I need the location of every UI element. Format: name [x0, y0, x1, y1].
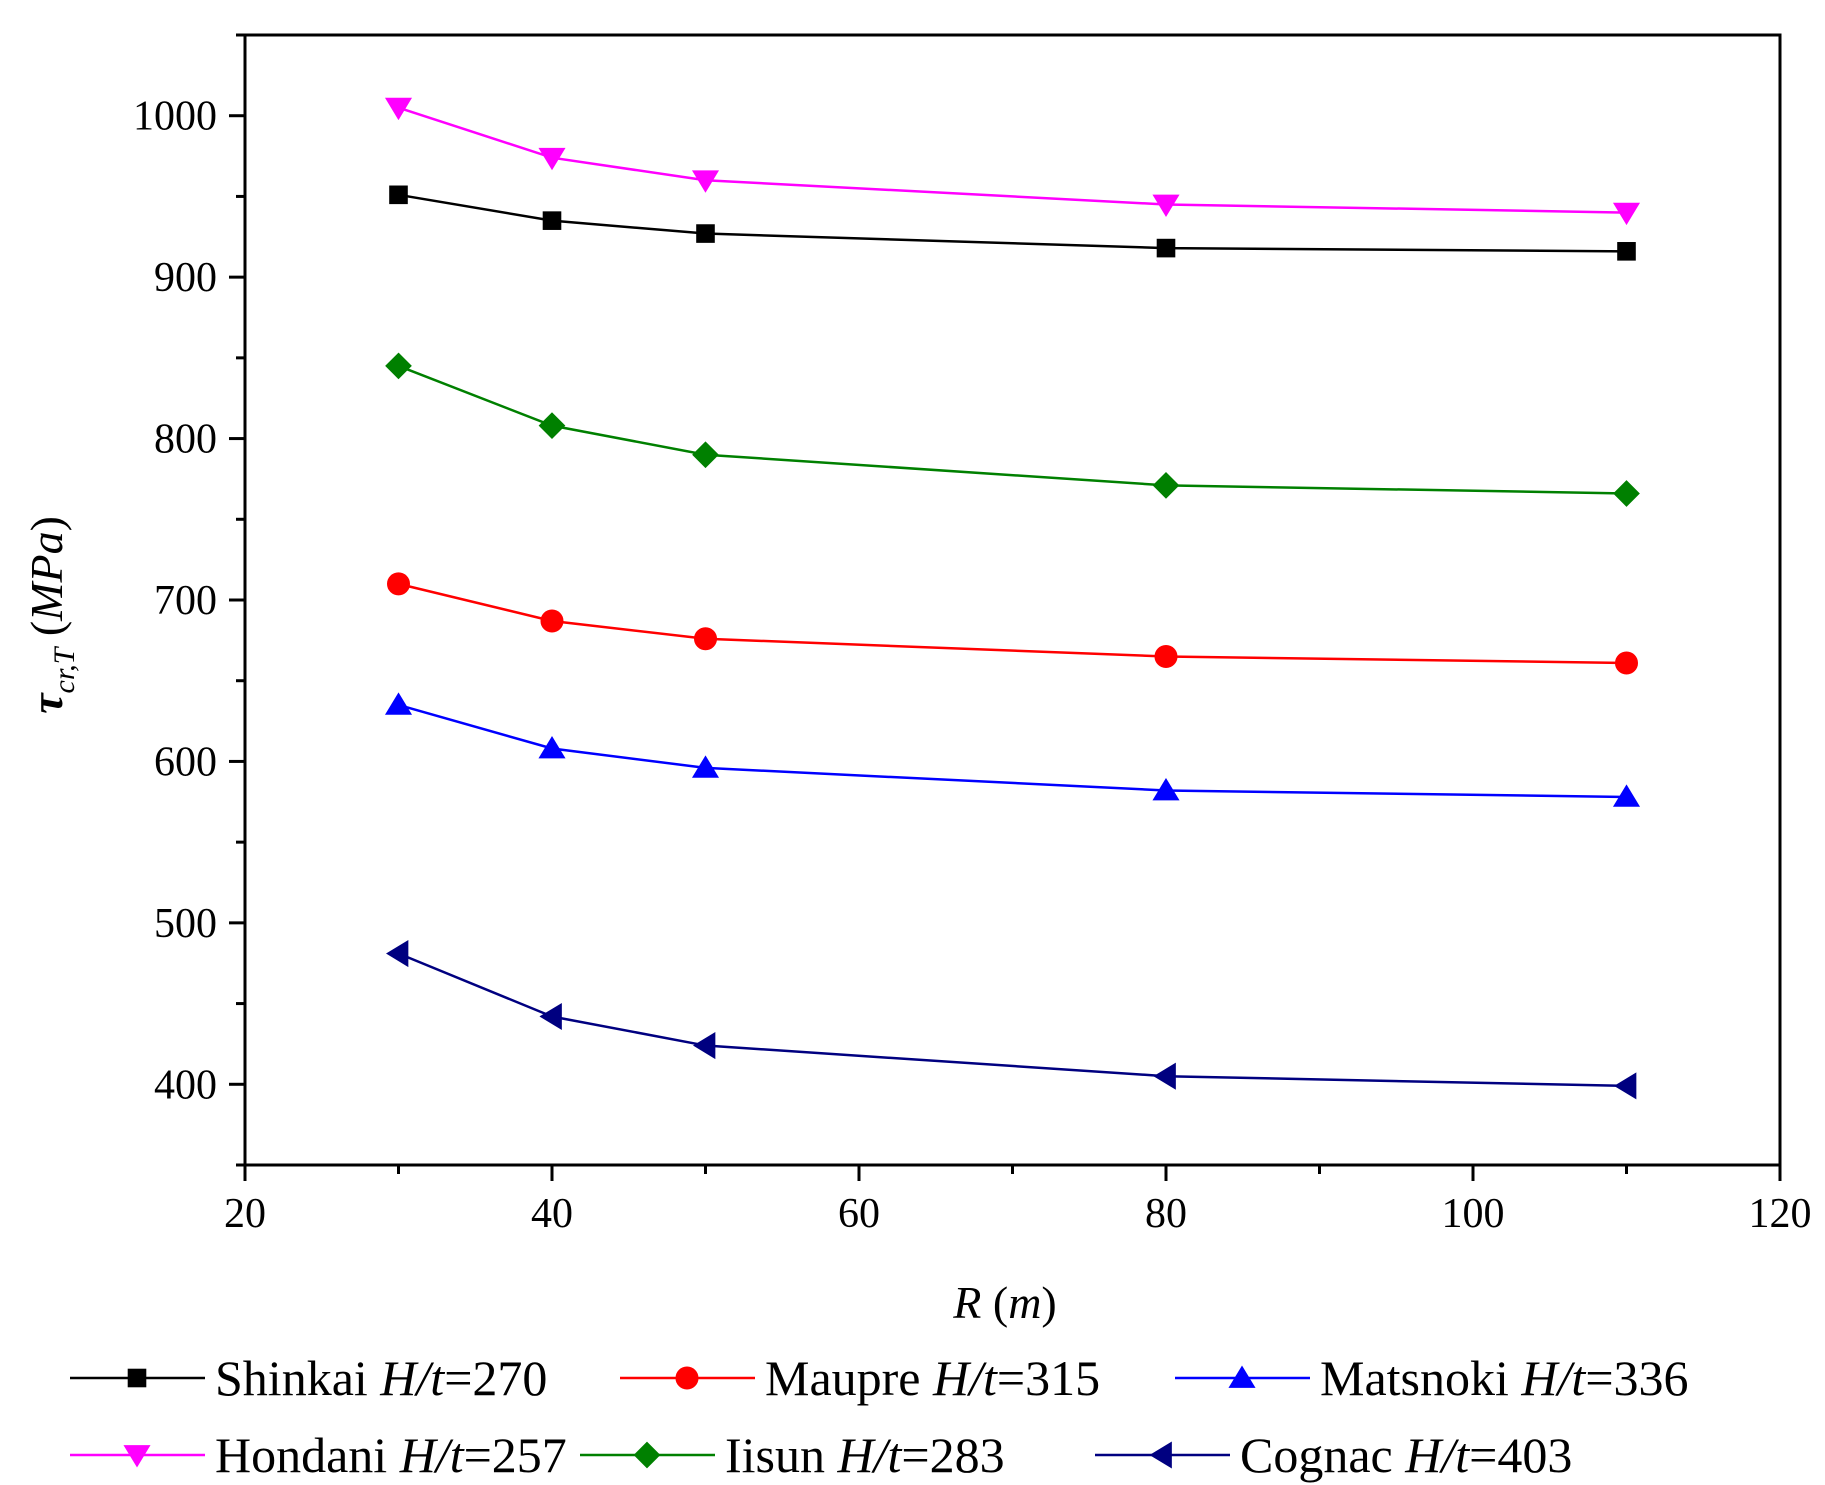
series-cognac: [385, 939, 1637, 1100]
legend-item-shinkai: Shinkai H/t=270: [70, 1350, 547, 1406]
y-axis-title: τcr,T (MPa): [21, 516, 81, 714]
x-tick-label: 60: [838, 1191, 880, 1237]
data-point: [385, 352, 412, 380]
x-tick-label: 20: [224, 1191, 266, 1237]
legend-item-hondani: Hondani H/t=257: [70, 1427, 567, 1483]
data-point: [1613, 1072, 1637, 1100]
data-point: [538, 412, 566, 440]
data-point: [539, 1002, 562, 1031]
legend-marker: [123, 1445, 151, 1468]
legend-marker: [1228, 1365, 1256, 1388]
x-axis-title: R (m): [952, 1277, 1057, 1328]
y-tick-label: 1000: [133, 94, 217, 140]
data-point: [1156, 238, 1176, 258]
legend-marker: [127, 1368, 147, 1388]
data-point: [1154, 645, 1178, 668]
series-line: [398, 106, 1627, 214]
x-tick-label: 80: [1145, 1191, 1187, 1237]
legend-marker: [1149, 1441, 1172, 1469]
legend-label: Hondani H/t=257: [215, 1427, 567, 1483]
series-iisun: [385, 352, 1640, 507]
y-tick-label: 900: [154, 255, 217, 301]
series-matsnoki: [384, 692, 1641, 807]
legend-item-matsnoki: Matsnoki H/t=336: [1175, 1350, 1689, 1406]
data-point: [1613, 480, 1640, 507]
y-tick-label: 400: [154, 1062, 217, 1108]
data-point: [387, 572, 410, 596]
data-point: [1152, 194, 1180, 218]
y-tick-label: 500: [154, 901, 217, 947]
series-line: [398, 193, 1627, 253]
series-maupre: [387, 572, 1638, 675]
legend-label: Cognac H/t=403: [1240, 1427, 1572, 1483]
data-point: [1153, 1062, 1176, 1090]
y-tick-label: 700: [154, 578, 217, 624]
series-shinkai: [389, 185, 1636, 261]
plot-frame: [243, 33, 1782, 1167]
data-point: [691, 170, 720, 193]
series-group: [384, 97, 1641, 1100]
data-point: [540, 609, 564, 633]
legend-item-iisun: Iisun H/t=283: [580, 1427, 1005, 1483]
x-tick-label: 100: [1442, 1191, 1505, 1237]
x-axis: 20 40 60 80 100 120: [224, 1165, 1812, 1237]
y-tick-label: 800: [154, 417, 217, 463]
data-point: [1612, 202, 1641, 226]
data-point: [385, 939, 409, 968]
plot-frame-group: [243, 33, 1782, 1167]
data-point: [542, 211, 562, 230]
data-point: [692, 441, 719, 469]
legend-item-cognac: Cognac H/t=403: [1095, 1427, 1572, 1483]
data-point: [538, 735, 566, 759]
data-point: [1612, 784, 1641, 807]
data-point: [1152, 472, 1180, 499]
data-point: [384, 692, 413, 715]
data-point: [389, 185, 408, 205]
legend-label: Matsnoki H/t=336: [1320, 1350, 1689, 1406]
series-line: [398, 582, 1627, 665]
series-hondani: [384, 97, 1641, 226]
series-line: [398, 952, 1627, 1088]
legend-label: Shinkai H/t=270: [215, 1350, 547, 1406]
data-point: [694, 627, 717, 651]
legend-marker: [633, 1441, 661, 1469]
data-point: [1615, 651, 1638, 675]
data-point: [1152, 777, 1180, 801]
data-point: [696, 224, 715, 243]
series-line: [398, 703, 1627, 799]
data-point: [1617, 242, 1636, 261]
y-axis: 400 500 600 700 800 900 1000: [133, 33, 245, 1167]
legend-label: Iisun H/t=283: [725, 1427, 1005, 1483]
data-point: [384, 97, 413, 121]
data-point: [691, 755, 720, 778]
x-tick-label: 40: [531, 1191, 573, 1237]
data-point: [538, 147, 566, 171]
legend-label: Maupre H/t=315: [765, 1350, 1100, 1406]
series-line: [398, 364, 1627, 495]
data-point: [692, 1032, 716, 1060]
legend-item-maupre: Maupre H/t=315: [620, 1350, 1100, 1406]
x-tick-label: 120: [1749, 1191, 1812, 1237]
legend: Shinkai H/t=270 Maupre H/t=315 Matsnoki H/…: [70, 1350, 1689, 1483]
y-tick-label: 600: [154, 739, 217, 785]
legend-marker: [675, 1366, 699, 1390]
